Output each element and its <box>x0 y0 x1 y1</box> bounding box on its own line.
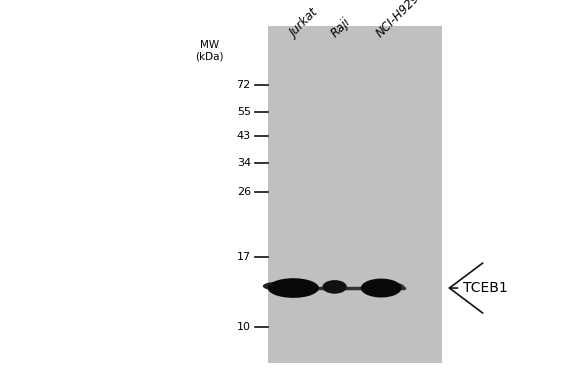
Text: 72: 72 <box>237 80 251 90</box>
Text: Jurkat: Jurkat <box>288 6 321 40</box>
Text: 55: 55 <box>237 107 251 116</box>
Text: TCEB1: TCEB1 <box>463 281 508 295</box>
Text: 34: 34 <box>237 158 251 168</box>
Text: MW
(kDa): MW (kDa) <box>196 40 223 61</box>
Text: 43: 43 <box>237 131 251 141</box>
Text: 17: 17 <box>237 252 251 262</box>
Text: 26: 26 <box>237 187 251 197</box>
Text: Raji: Raji <box>329 15 353 40</box>
Text: NCI-H929: NCI-H929 <box>374 0 423 40</box>
Text: 10: 10 <box>237 322 251 332</box>
